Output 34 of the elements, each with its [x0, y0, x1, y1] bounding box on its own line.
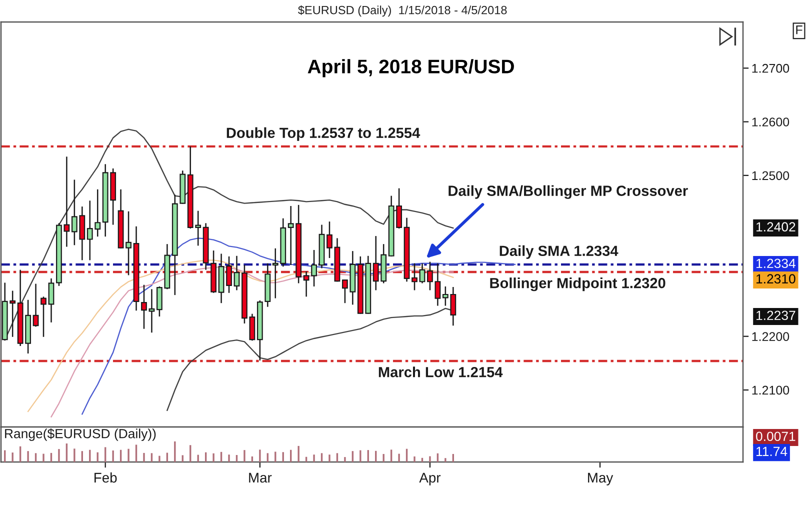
annotation: Daily SMA/Bollinger MP Crossover: [448, 185, 688, 199]
x-tick-label: Mar: [249, 472, 272, 483]
candlestick: [141, 284, 147, 330]
y-tick-label: 1.2500: [752, 171, 790, 180]
x-tick-label: Apr: [419, 472, 441, 486]
y-tick-label: 1.2600: [752, 118, 790, 126]
text: April 5, 2018 EUR/USD: [308, 59, 514, 78]
ref-line-label: Double Top 1.2537 to 1.2554: [226, 127, 420, 141]
candlestick: [226, 256, 232, 294]
text: 1.2334: [756, 258, 796, 268]
text: 1.2402: [756, 222, 796, 232]
text: 1.2237: [756, 310, 796, 320]
candlestick: [40, 296, 46, 338]
chart-title: $EURUSD (Daily) 1/15/2018 - 4/5/2018: [298, 5, 507, 17]
ref-line-label: Daily SMA 1.2334: [500, 245, 618, 259]
y-tick-label: 1.2100: [752, 386, 790, 395]
text: 1.2310: [756, 274, 796, 284]
candlestick: [234, 255, 240, 291]
candlestick: [32, 283, 39, 328]
text: 0.0071: [756, 432, 796, 442]
text: 11.74: [756, 446, 788, 456]
candlestick: [326, 220, 332, 259]
candlestick: [148, 288, 155, 334]
y-tick-label: 1.2200: [752, 332, 790, 341]
candlestick: [419, 262, 426, 284]
ref-line-label: March Low 1.2154: [378, 366, 503, 378]
x-tick-label: May: [588, 472, 614, 486]
candlestick: [412, 262, 418, 291]
chart-title: Range($EURUSD (Daily)): [5, 428, 156, 441]
candlestick: [48, 278, 54, 324]
x-tick-label: Feb: [94, 472, 117, 483]
text: F: [796, 26, 802, 34]
y-tick-label: 1.2700: [752, 64, 790, 73]
ref-line-label: Bollinger Midpoint 1.2320: [490, 278, 666, 292]
